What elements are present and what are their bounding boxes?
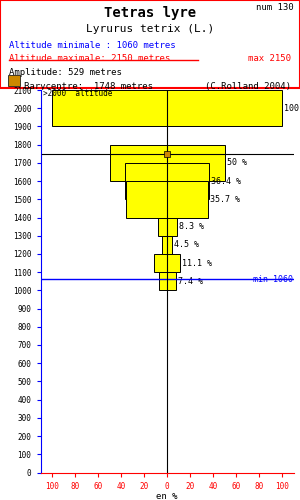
- Bar: [159, 272, 176, 290]
- Text: Amplitude: 529 metres: Amplitude: 529 metres: [9, 68, 122, 77]
- Text: Altitude maximale: 2150 metres: Altitude maximale: 2150 metres: [9, 54, 170, 63]
- Text: 50 %: 50 %: [226, 158, 247, 168]
- Bar: [8, 75, 20, 86]
- X-axis label: en %: en %: [157, 492, 178, 500]
- Text: Tetras lyre: Tetras lyre: [104, 6, 196, 20]
- Text: Barycentre:  1748 metres: Barycentre: 1748 metres: [24, 82, 153, 91]
- Text: (C.Rolland 2004): (C.Rolland 2004): [205, 82, 291, 91]
- Text: num 130: num 130: [256, 2, 294, 12]
- Text: max 2150: max 2150: [248, 54, 291, 63]
- Text: 36.4 %: 36.4 %: [211, 176, 241, 186]
- Bar: [52, 90, 283, 126]
- Bar: [162, 236, 172, 254]
- Text: Altitude minimale : 1060 metres: Altitude minimale : 1060 metres: [9, 41, 175, 50]
- Text: 100 %: 100 %: [284, 104, 300, 112]
- Text: >2000  altitude: >2000 altitude: [43, 89, 112, 98]
- Text: 11.1 %: 11.1 %: [182, 258, 212, 268]
- Text: 8.3 %: 8.3 %: [178, 222, 203, 231]
- Bar: [158, 218, 177, 236]
- Bar: [125, 163, 209, 200]
- Text: 4.5 %: 4.5 %: [174, 240, 199, 250]
- Text: 35.7 %: 35.7 %: [210, 195, 240, 204]
- Text: Lyrurus tetrix (L.): Lyrurus tetrix (L.): [86, 24, 214, 34]
- Bar: [110, 144, 225, 181]
- Bar: [126, 181, 208, 218]
- Text: min 1060: min 1060: [253, 275, 293, 284]
- Text: 7.4 %: 7.4 %: [178, 277, 203, 286]
- Bar: [154, 254, 180, 272]
